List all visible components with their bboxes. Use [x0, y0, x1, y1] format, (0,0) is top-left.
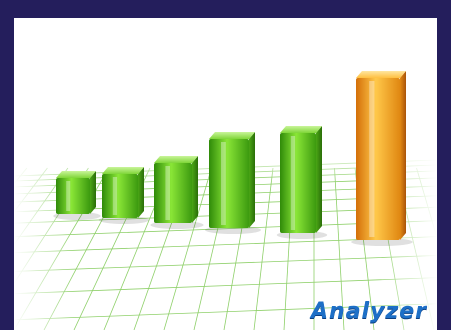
bar-1	[53, 171, 101, 220]
analyzer-logo-text: Analyzer	[311, 299, 427, 324]
grid-line	[14, 277, 437, 295]
bar-5	[276, 126, 328, 239]
bar-4	[205, 132, 261, 234]
image-canvas: Analyzer	[14, 18, 437, 330]
bar-graph-illustration	[14, 71, 437, 330]
bar-6	[351, 71, 413, 246]
grid-line	[14, 255, 437, 272]
bars-group	[53, 71, 413, 246]
grid-line	[14, 303, 437, 321]
bar-3	[150, 156, 204, 229]
bar-2	[98, 167, 150, 224]
